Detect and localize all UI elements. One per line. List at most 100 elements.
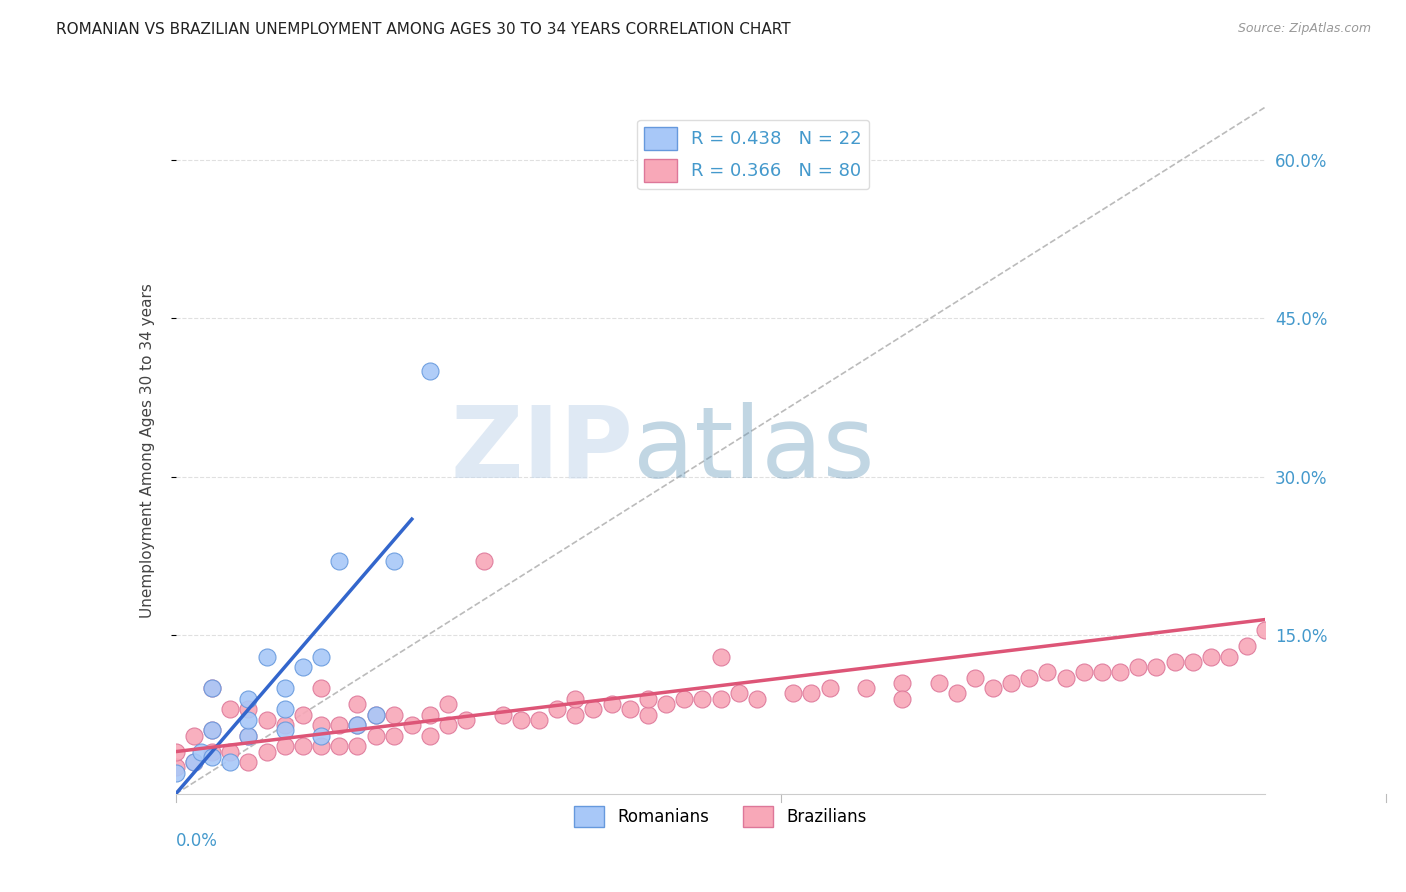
Point <box>727 686 749 700</box>
Point <box>891 676 914 690</box>
Point <box>564 707 586 722</box>
Point <box>1199 649 1222 664</box>
Point <box>364 729 387 743</box>
Point <box>891 691 914 706</box>
Point <box>492 707 515 722</box>
Point <box>201 681 224 696</box>
Text: ROMANIAN VS BRAZILIAN UNEMPLOYMENT AMONG AGES 30 TO 34 YEARS CORRELATION CHART: ROMANIAN VS BRAZILIAN UNEMPLOYMENT AMONG… <box>56 22 790 37</box>
Point <box>1146 660 1168 674</box>
Point <box>637 691 659 706</box>
Point <box>419 707 441 722</box>
Point <box>201 681 224 696</box>
Point <box>1036 665 1059 680</box>
Point <box>309 649 332 664</box>
Text: Source: ZipAtlas.com: Source: ZipAtlas.com <box>1237 22 1371 36</box>
Point <box>382 729 405 743</box>
Point <box>1128 660 1150 674</box>
Point <box>364 707 387 722</box>
Point <box>673 691 696 706</box>
Point <box>1236 639 1258 653</box>
Point <box>401 718 423 732</box>
Point <box>309 718 332 732</box>
Point <box>963 671 986 685</box>
Point <box>183 755 205 769</box>
Point <box>637 707 659 722</box>
Point <box>238 729 260 743</box>
Point <box>1163 655 1185 669</box>
Point <box>619 702 641 716</box>
Point <box>328 718 350 732</box>
Point <box>745 691 768 706</box>
Point <box>165 745 187 759</box>
Text: 0.0%: 0.0% <box>176 831 218 850</box>
Point <box>165 765 187 780</box>
Point <box>201 750 224 764</box>
Point <box>419 364 441 378</box>
Point <box>800 686 823 700</box>
Text: ZIP: ZIP <box>450 402 633 499</box>
Text: atlas: atlas <box>633 402 875 499</box>
Point <box>945 686 967 700</box>
Point <box>346 718 368 732</box>
Point <box>201 723 224 738</box>
Point <box>474 554 496 568</box>
Point <box>855 681 877 696</box>
Point <box>274 723 297 738</box>
Point <box>165 760 187 774</box>
Point <box>655 697 678 711</box>
Point <box>692 691 714 706</box>
Point <box>710 691 733 706</box>
Point <box>291 660 314 674</box>
Point <box>1018 671 1040 685</box>
Point <box>190 745 212 759</box>
Point <box>309 681 332 696</box>
Point <box>1073 665 1095 680</box>
Point <box>238 755 260 769</box>
Point <box>256 745 278 759</box>
Point <box>274 739 297 754</box>
Point <box>274 681 297 696</box>
Point <box>1091 665 1114 680</box>
Point <box>456 713 478 727</box>
Point <box>274 702 297 716</box>
Point <box>346 697 368 711</box>
Point <box>1181 655 1204 669</box>
Point <box>219 702 242 716</box>
Point <box>1218 649 1240 664</box>
Point <box>437 697 460 711</box>
Point <box>364 707 387 722</box>
Point <box>710 649 733 664</box>
Point <box>1109 665 1132 680</box>
Point <box>238 713 260 727</box>
Point <box>582 702 605 716</box>
Point <box>546 702 568 716</box>
Point <box>291 739 314 754</box>
Point <box>309 729 332 743</box>
Point <box>238 702 260 716</box>
Point <box>600 697 623 711</box>
Point <box>183 755 205 769</box>
Point <box>328 554 350 568</box>
Point <box>238 691 260 706</box>
Point <box>291 707 314 722</box>
Point <box>564 691 586 706</box>
Point <box>981 681 1004 696</box>
Point <box>382 554 405 568</box>
Point <box>509 713 531 727</box>
Point <box>1000 676 1022 690</box>
Point <box>274 718 297 732</box>
Point <box>346 739 368 754</box>
Point <box>256 713 278 727</box>
Point <box>419 729 441 743</box>
Point <box>1054 671 1077 685</box>
Point <box>238 729 260 743</box>
Point <box>382 707 405 722</box>
Point <box>437 718 460 732</box>
Point <box>183 729 205 743</box>
Y-axis label: Unemployment Among Ages 30 to 34 years: Unemployment Among Ages 30 to 34 years <box>141 283 155 618</box>
Legend: Romanians, Brazilians: Romanians, Brazilians <box>568 799 873 834</box>
Point <box>818 681 841 696</box>
Point <box>1254 623 1277 637</box>
Point <box>219 745 242 759</box>
Point <box>201 745 224 759</box>
